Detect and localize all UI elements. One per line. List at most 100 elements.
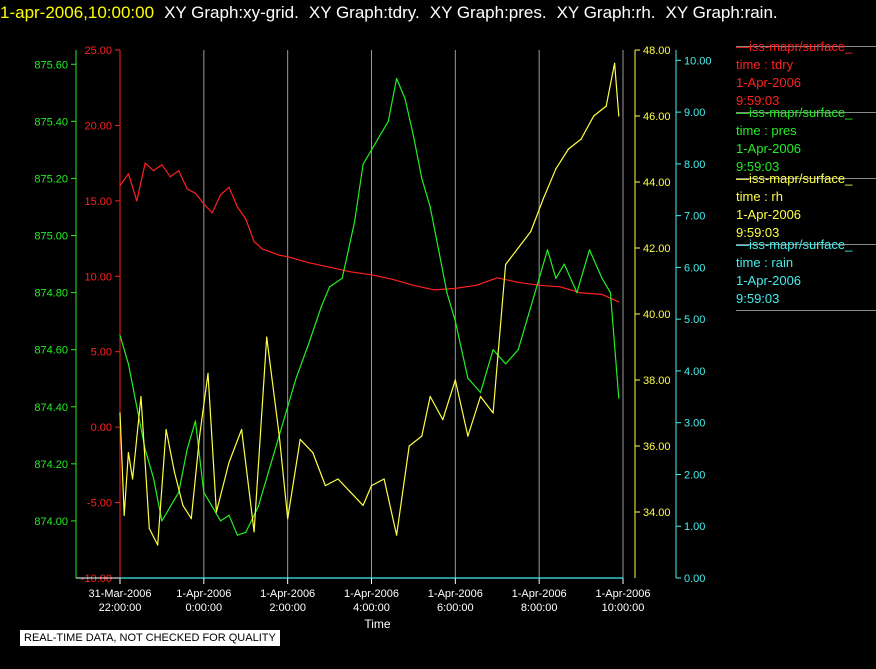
data-point-rh	[241, 428, 243, 431]
data-point-rh	[517, 247, 519, 249]
data-point-tdry	[119, 185, 121, 187]
data-point-tdry	[412, 284, 414, 286]
rain-tick-label: 10.00	[684, 55, 712, 67]
data-point-pres	[454, 320, 456, 322]
data-point-pres	[362, 163, 364, 165]
data-point-rh	[190, 518, 192, 520]
data-point-rain	[119, 577, 121, 579]
data-point-rh	[370, 485, 373, 487]
data-point-pres	[228, 514, 230, 516]
data-point-pres	[236, 534, 238, 536]
data-point-rh	[479, 395, 482, 398]
data-point-pres	[555, 277, 557, 279]
data-point-rh	[324, 485, 326, 487]
data-point-rh	[173, 471, 176, 473]
legend-entry-tdry[interactable]: —iss-mapr/surface_ time : tdry 1-Apr-200…	[736, 39, 876, 110]
data-point-rh	[505, 263, 507, 266]
data-point-rh	[337, 478, 339, 480]
legend-date: 1-Apr-2006	[736, 141, 802, 156]
graph-header: 1-apr-2006,10:00:00 XY Graph:xy-grid. XY G…	[0, 2, 778, 24]
rh-tick-label: 40.00	[643, 309, 671, 321]
data-point-rh	[605, 105, 607, 107]
data-point-tdry	[496, 277, 498, 279]
rh-tick-label: 44.00	[643, 177, 671, 189]
rain-tick-label: 9.00	[684, 107, 705, 119]
data-point-rh	[492, 412, 494, 414]
data-point-pres	[136, 406, 138, 408]
data-point-pres	[601, 277, 603, 279]
tdry-tick-label: 10.00	[84, 271, 112, 283]
data-point-tdry	[287, 256, 289, 258]
data-point-tdry	[194, 192, 196, 194]
data-point-pres	[404, 97, 406, 100]
rh-tick-label: 48.00	[643, 45, 671, 57]
graph-title-tdry[interactable]: XY Graph:tdry.	[308, 3, 420, 22]
x-tick-label: 2:00:00	[269, 602, 306, 614]
rain-tick-label: 0.00	[684, 573, 705, 585]
data-point-rh	[148, 527, 150, 530]
legend-time: 9:59:03	[736, 225, 780, 240]
data-point-tdry	[433, 289, 435, 291]
data-point-rh	[454, 379, 456, 381]
data-point-pres	[220, 520, 222, 522]
x-tick-label: 31-Mar-2006	[89, 588, 152, 600]
graph-title-rh[interactable]: XY Graph:rh.	[556, 3, 656, 22]
legend-entry-pres[interactable]: —iss-mapr/surface_ time : pres 1-Apr-200…	[736, 105, 876, 176]
rain-tick-label: 7.00	[684, 211, 705, 223]
x-tick-label: 1-Apr-2006	[512, 588, 567, 600]
data-point-rh	[580, 138, 582, 140]
tdry-tick-label: 20.00	[84, 120, 112, 132]
data-point-rh	[349, 491, 352, 493]
data-point-tdry	[245, 218, 247, 220]
graph-title-pres[interactable]: XY Graph:pres.	[429, 3, 547, 22]
data-point-tdry	[475, 284, 477, 286]
data-point-pres	[387, 120, 389, 122]
data-point-pres	[479, 391, 482, 394]
data-point-rh	[127, 452, 129, 454]
legend: —iss-mapr/surface_ time : tdry 1-Apr-200…	[736, 39, 876, 311]
data-point-pres	[429, 206, 431, 208]
graph-title-rain[interactable]: XY Graph:rain.	[665, 3, 778, 22]
legend-date: 1-Apr-2006	[736, 273, 802, 288]
data-point-tdry	[601, 293, 603, 295]
data-point-tdry	[329, 266, 331, 268]
data-point-pres	[211, 506, 213, 508]
data-point-tdry	[349, 271, 352, 273]
data-point-tdry	[236, 206, 238, 208]
tdry-tick-label: -10.00	[81, 573, 112, 585]
data-point-pres	[618, 397, 620, 399]
x-tick-label: 1-Apr-2006	[176, 588, 231, 600]
data-point-tdry	[186, 188, 188, 190]
tdry-tick-label: 15.00	[84, 196, 112, 208]
data-point-rh	[266, 336, 268, 338]
data-point-pres	[257, 506, 259, 508]
data-point-pres	[270, 463, 272, 465]
data-point-rh	[157, 544, 159, 546]
data-point-rh	[442, 419, 444, 421]
data-point-pres	[245, 531, 247, 533]
x-tick-label: 1-Apr-2006	[260, 588, 315, 600]
legend-var: time : pres	[736, 123, 797, 138]
data-point-pres	[152, 477, 155, 479]
x-tick-label: 6:00:00	[437, 602, 474, 614]
data-point-pres	[169, 506, 171, 508]
data-point-pres	[530, 306, 532, 308]
data-point-rh	[618, 115, 620, 117]
data-point-rh	[140, 395, 142, 398]
pres-tick-label: 875.20	[34, 173, 68, 185]
legend-entry-rh[interactable]: —iss-mapr/surface_ time : rh 1-Apr-2006 …	[736, 171, 876, 242]
data-point-rh	[555, 168, 557, 170]
graph-title-xy-grid[interactable]: XY Graph:xy-grid.	[164, 3, 299, 22]
legend-var: time : tdry	[736, 57, 794, 72]
rh-tick-label: 38.00	[643, 375, 671, 387]
data-point-rh	[207, 372, 209, 374]
legend-var: time : rain	[736, 255, 794, 270]
legend-time: 9:59:03	[736, 159, 780, 174]
data-point-pres	[438, 249, 440, 251]
data-point-pres	[203, 491, 205, 493]
data-point-rh	[215, 511, 217, 513]
data-point-tdry	[203, 203, 205, 205]
legend-date: 1-Apr-2006	[736, 75, 802, 90]
legend-entry-rain[interactable]: —iss-mapr/surface_ time : rain 1-Apr-200…	[736, 237, 876, 311]
